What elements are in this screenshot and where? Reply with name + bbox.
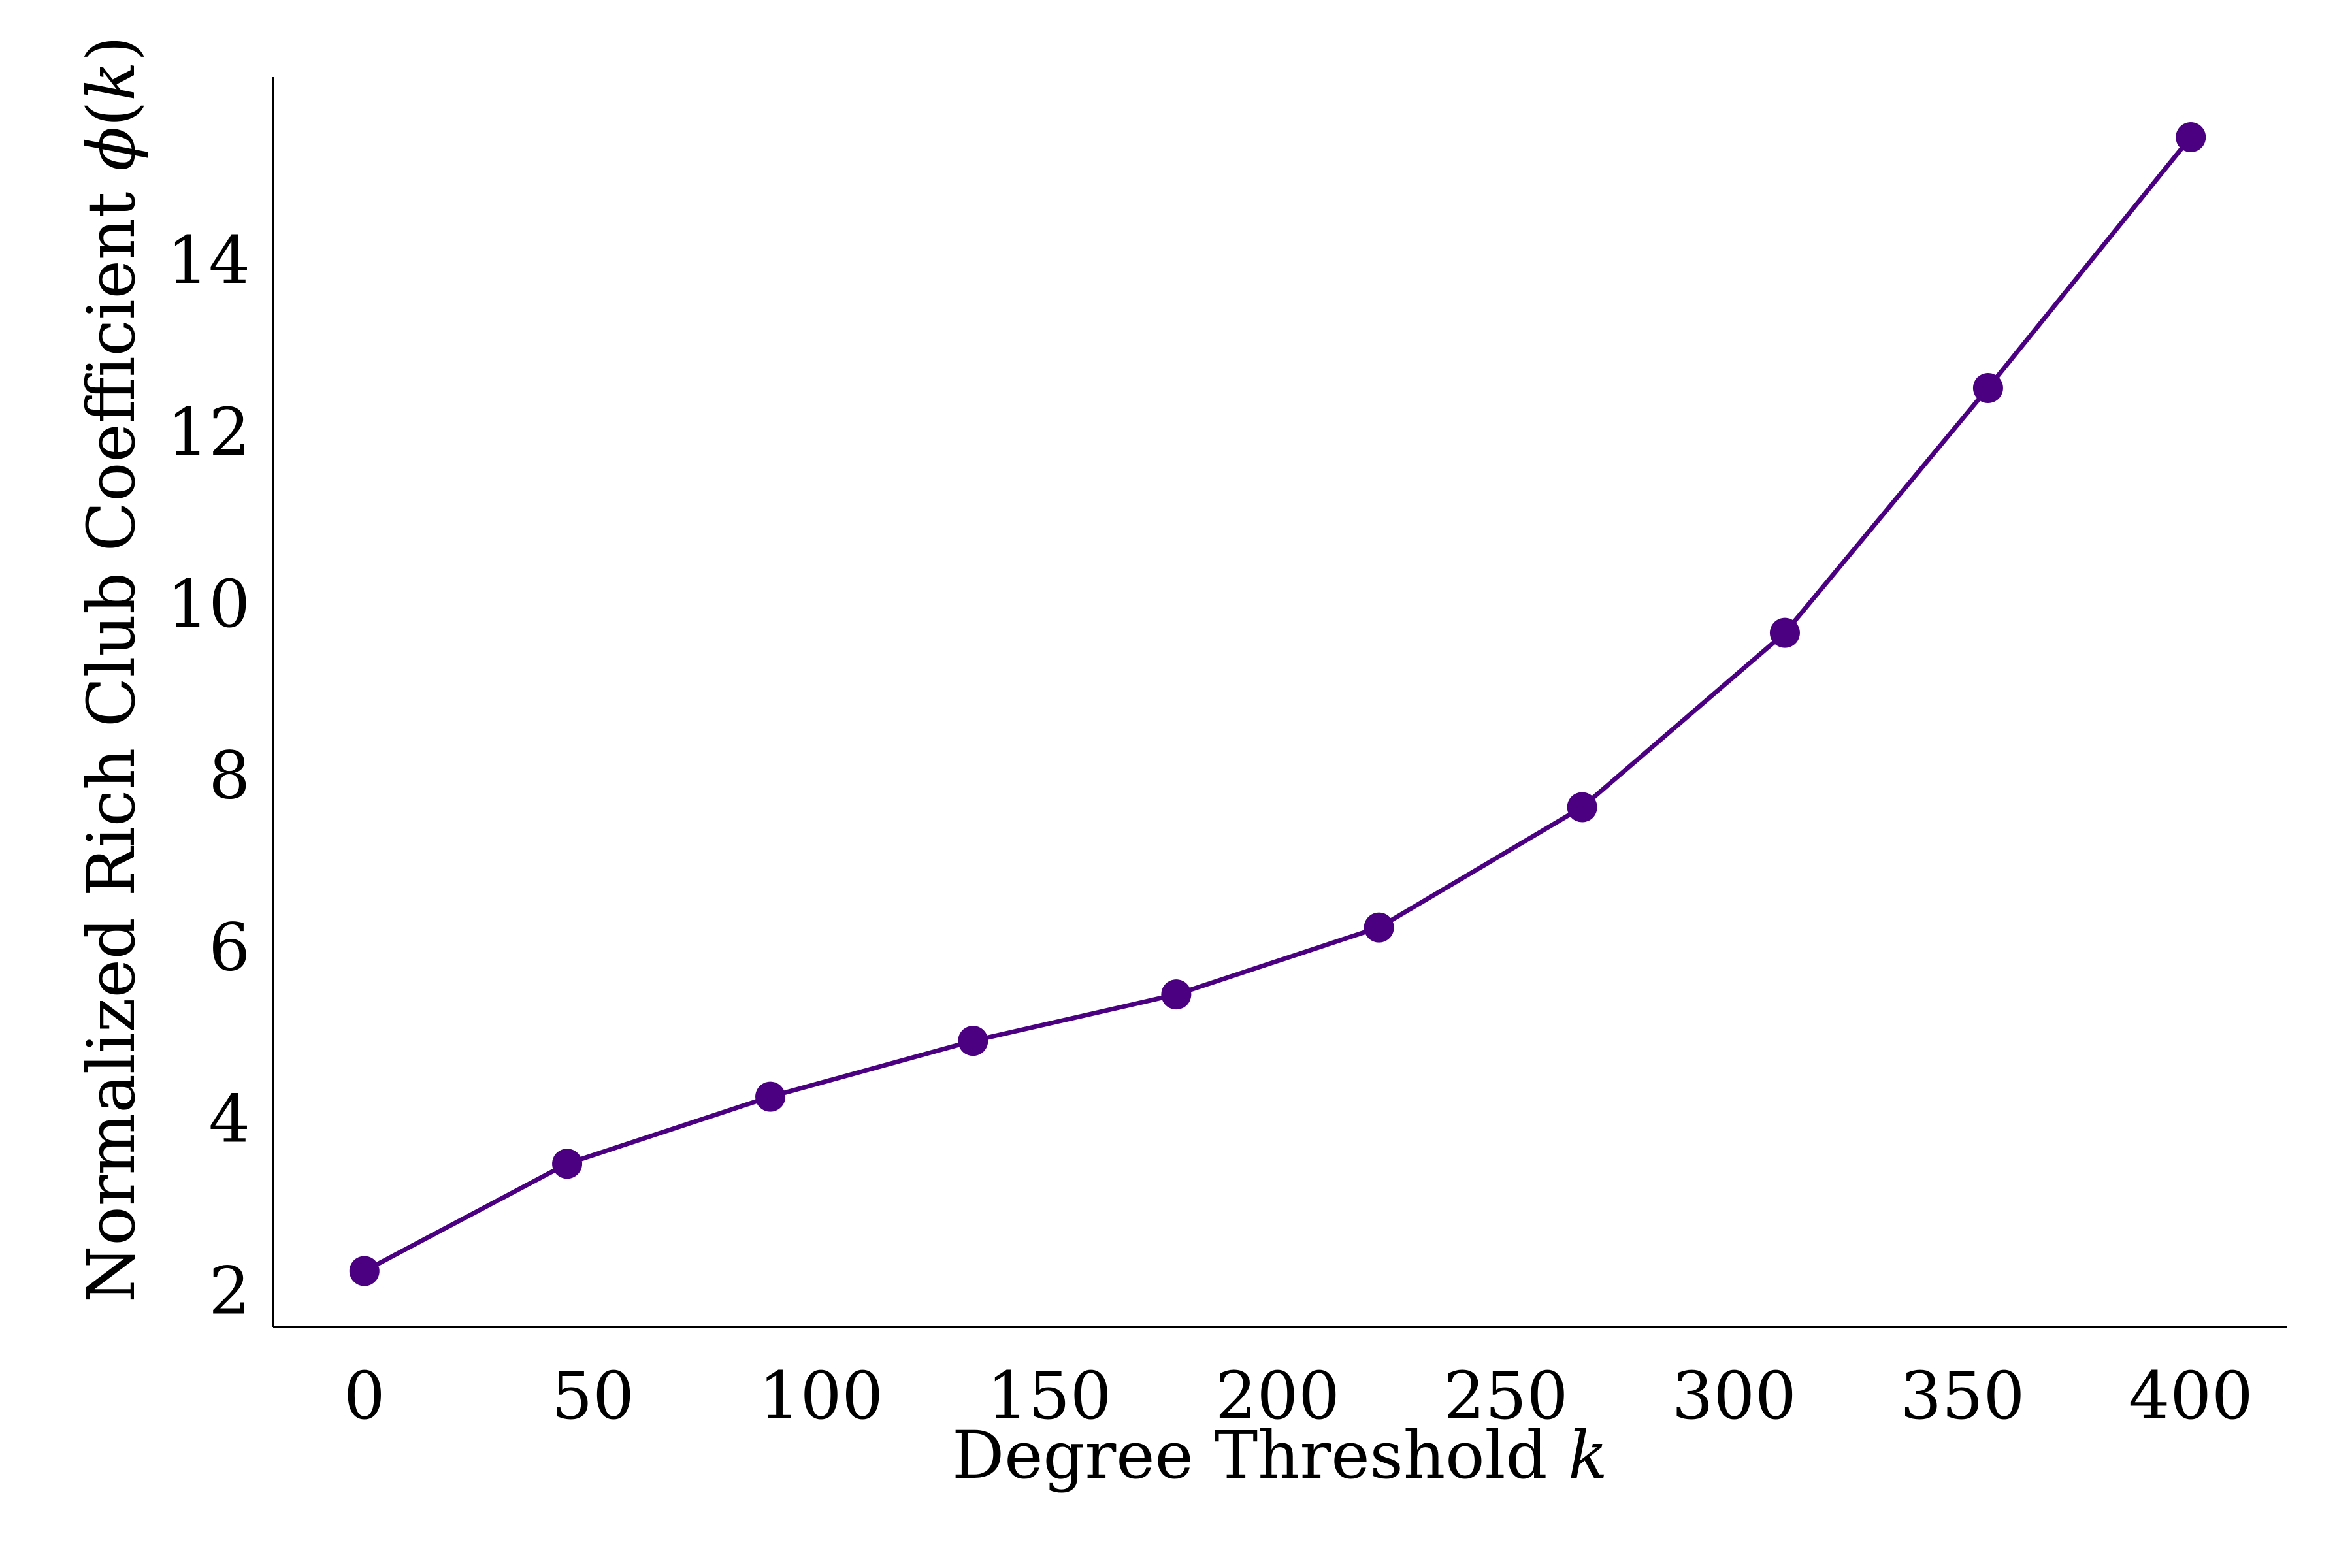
y-axis-label-close: ): [73, 36, 150, 61]
y-axis-label-text: Normalized Rich Club Coefficient: [73, 171, 150, 1303]
x-axis-label-text: Degree Threshold: [952, 1417, 1568, 1494]
x-tick-label: 0: [344, 1358, 385, 1434]
data-point: [1161, 979, 1192, 1010]
y-tick-label: 10: [167, 566, 250, 642]
y-ticks: 2 4 6 8 10 12 14: [167, 222, 250, 1330]
y-tick-label: 4: [208, 1081, 250, 1158]
x-axis-label-var: k: [1568, 1417, 1608, 1494]
data-point: [1567, 792, 1597, 823]
x-tick-label: 300: [1672, 1358, 1797, 1434]
y-axis-label-open: (: [73, 101, 150, 127]
x-tick-label: 100: [759, 1358, 883, 1434]
x-tick-label: 400: [2129, 1358, 2253, 1434]
data-point: [349, 1256, 380, 1286]
data-point: [1972, 372, 2003, 403]
y-tick-label: 14: [167, 222, 250, 299]
series-line: [363, 135, 2193, 1273]
x-ticks: 0 50 100 150 200 250 300 350 400: [344, 1358, 2253, 1434]
x-tick-label: 200: [1215, 1358, 1340, 1434]
x-tick-label: 350: [1900, 1358, 2025, 1434]
y-tick-label: 8: [208, 738, 250, 814]
data-point: [755, 1081, 786, 1112]
y-axis-label-var: ϕ: [73, 127, 150, 171]
x-tick-label: 250: [1444, 1358, 1569, 1434]
data-point: [2176, 122, 2206, 153]
plot-area: [349, 122, 2206, 1286]
axes: [272, 77, 2287, 1328]
y-axis-label: Normalized Rich Club Coefficient ϕ(k): [73, 36, 150, 1303]
data-point: [1769, 617, 1800, 648]
x-axis-label: Degree Threshold k: [952, 1417, 1608, 1494]
x-tick-label: 150: [987, 1358, 1112, 1434]
data-point: [958, 1026, 988, 1056]
data-point: [1364, 912, 1394, 943]
y-axis-label-arg: k: [73, 61, 150, 101]
data-point: [552, 1149, 583, 1179]
y-tick-label: 12: [167, 394, 250, 470]
x-tick-label: 50: [551, 1358, 634, 1434]
y-tick-label: 6: [208, 909, 250, 986]
y-tick-label: 2: [208, 1253, 250, 1330]
